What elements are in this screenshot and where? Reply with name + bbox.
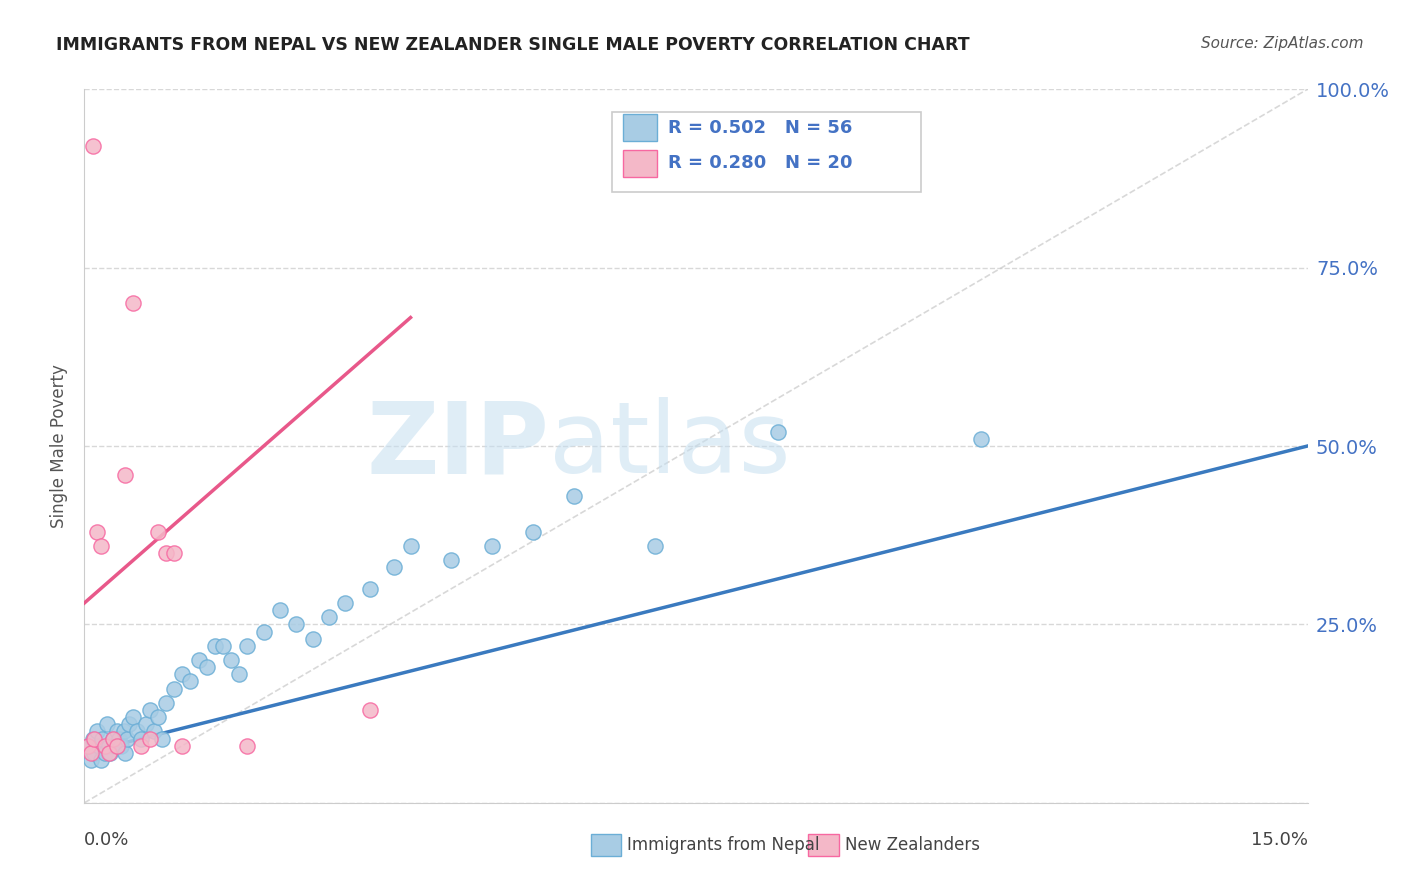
Point	[104, 739, 127, 753]
Point	[172, 739, 194, 753]
Point	[90, 753, 112, 767]
Point	[80, 746, 103, 760]
Point	[146, 524, 169, 539]
Point	[399, 539, 422, 553]
Point	[228, 667, 250, 681]
Point	[481, 539, 503, 553]
Text: R = 0.280   N = 20: R = 0.280 N = 20	[668, 154, 852, 172]
Point	[80, 753, 103, 767]
Point	[86, 724, 108, 739]
Text: IMMIGRANTS FROM NEPAL VS NEW ZEALANDER SINGLE MALE POVERTY CORRELATION CHART: IMMIGRANTS FROM NEPAL VS NEW ZEALANDER S…	[56, 36, 970, 54]
Point	[114, 467, 136, 482]
Point	[219, 653, 242, 667]
Point	[236, 639, 259, 653]
Point	[163, 681, 186, 696]
Text: atlas: atlas	[550, 398, 790, 494]
Point	[114, 746, 136, 760]
Point	[155, 546, 177, 560]
Text: Source: ZipAtlas.com: Source: ZipAtlas.com	[1201, 36, 1364, 51]
Point	[93, 746, 117, 760]
Point	[142, 724, 165, 739]
Point	[91, 731, 114, 746]
Point	[82, 139, 104, 153]
Point	[970, 432, 993, 446]
Point	[82, 731, 104, 746]
Point	[269, 603, 291, 617]
Point	[155, 696, 177, 710]
Point	[253, 624, 276, 639]
Point	[131, 739, 153, 753]
Text: 15.0%: 15.0%	[1250, 831, 1308, 849]
Point	[87, 739, 110, 753]
Point	[93, 739, 117, 753]
Point	[101, 731, 124, 746]
Point	[122, 710, 145, 724]
Point	[127, 724, 149, 739]
Point	[90, 539, 112, 553]
Point	[122, 296, 145, 310]
Point	[138, 703, 160, 717]
Point	[83, 746, 105, 760]
Point	[359, 582, 381, 596]
Point	[97, 739, 120, 753]
Point	[172, 667, 194, 681]
Point	[96, 717, 118, 731]
Point	[301, 632, 323, 646]
Point	[100, 746, 122, 760]
Point	[644, 539, 666, 553]
Point	[179, 674, 201, 689]
Point	[195, 660, 218, 674]
Point	[77, 739, 100, 753]
Point	[83, 731, 105, 746]
Point	[105, 724, 128, 739]
Point	[236, 739, 259, 753]
Point	[86, 524, 108, 539]
Point	[105, 739, 128, 753]
Point	[131, 731, 153, 746]
Point	[522, 524, 544, 539]
Point	[163, 546, 186, 560]
Text: Immigrants from Nepal: Immigrants from Nepal	[627, 836, 820, 854]
Point	[101, 731, 124, 746]
Point	[135, 717, 157, 731]
Point	[115, 731, 138, 746]
Y-axis label: Single Male Poverty: Single Male Poverty	[51, 364, 69, 528]
Point	[138, 731, 160, 746]
Point	[107, 731, 129, 746]
Point	[766, 425, 789, 439]
Point	[204, 639, 226, 653]
Point	[382, 560, 405, 574]
Text: ZIP: ZIP	[367, 398, 550, 494]
Point	[562, 489, 585, 503]
Point	[440, 553, 463, 567]
Point	[318, 610, 340, 624]
Point	[118, 717, 141, 731]
Text: R = 0.502   N = 56: R = 0.502 N = 56	[668, 119, 852, 136]
Point	[97, 746, 120, 760]
Point	[77, 739, 100, 753]
Text: New Zealanders: New Zealanders	[845, 836, 980, 854]
Point	[146, 710, 169, 724]
Point	[359, 703, 381, 717]
Point	[150, 731, 173, 746]
Text: 0.0%: 0.0%	[84, 831, 129, 849]
Point	[212, 639, 235, 653]
Point	[285, 617, 308, 632]
Point	[187, 653, 209, 667]
Point	[110, 739, 132, 753]
Point	[112, 724, 135, 739]
Point	[335, 596, 357, 610]
